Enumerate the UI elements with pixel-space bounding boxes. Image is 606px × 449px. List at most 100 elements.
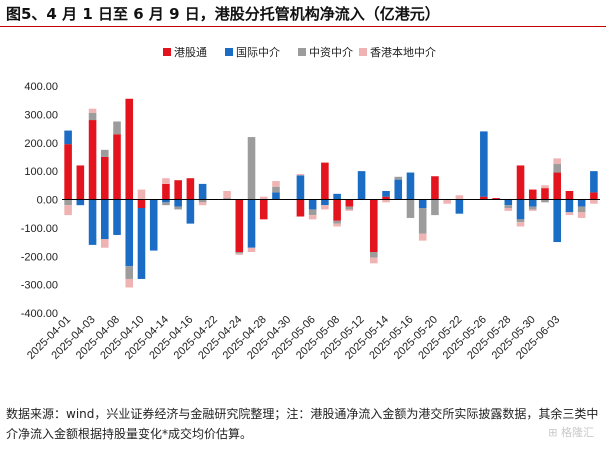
bar-1-20 — [297, 200, 305, 217]
y-tick-label: -200.00 — [21, 251, 58, 263]
bar-1-24 — [346, 200, 354, 207]
bar-4-43 — [578, 212, 586, 218]
watermark-logo: ⊞ 格隆汇 — [548, 424, 594, 440]
bar-4-44 — [590, 200, 598, 204]
legend-label-3: 中资中介 — [309, 46, 353, 59]
bar-4-39 — [529, 209, 537, 210]
bar-1-3 — [89, 120, 97, 199]
bar-1-2 — [77, 165, 85, 199]
bar-2-44 — [590, 171, 598, 192]
bar-1-22 — [321, 163, 329, 200]
bar-1-38 — [517, 165, 525, 199]
bar-2-33 — [456, 200, 464, 214]
bar-2-43 — [578, 200, 586, 207]
bar-4-9 — [162, 178, 170, 184]
legend: 港股通 国际中介 中资中介 香港本地中介 — [163, 45, 436, 59]
bar-1-9 — [162, 184, 170, 200]
bar-2-38 — [517, 200, 525, 220]
bar-1-1 — [64, 144, 72, 199]
bar-3-24 — [346, 207, 354, 210]
bar-4-33 — [456, 195, 464, 199]
footnote: 数据来源：wind，兴业证券经济与金融研究院整理；注：港股通净流入金额为港交所实… — [6, 404, 600, 444]
bar-2-10 — [174, 200, 182, 207]
bar-4-20 — [297, 174, 305, 175]
y-tick-label: 100.00 — [24, 166, 58, 178]
bar-2-5 — [113, 200, 121, 235]
y-tick-label: -300.00 — [21, 280, 58, 292]
bar-1-42 — [566, 191, 574, 200]
bar-3-43 — [578, 207, 586, 213]
bar-2-25 — [358, 171, 366, 199]
bar-3-38 — [517, 219, 525, 222]
bar-2-28 — [394, 180, 402, 200]
chart-title: 图5、4 月 1 日至 6 月 9 日，港股分托管机构净流入（亿港元） — [6, 3, 600, 24]
bar-2-39 — [529, 200, 537, 207]
bar-1-6 — [125, 99, 133, 200]
bar-3-30 — [419, 208, 427, 234]
bar-1-41 — [553, 173, 561, 200]
bar-3-9 — [162, 202, 170, 205]
bar-4-41 — [553, 158, 561, 164]
bar-2-16 — [248, 200, 256, 248]
bar-2-30 — [419, 200, 427, 209]
y-tick-label: -400.00 — [21, 308, 58, 320]
bar-1-44 — [590, 192, 598, 199]
bar-3-18 — [272, 187, 280, 193]
bar-4-16 — [248, 248, 256, 252]
bar-2-4 — [101, 200, 109, 240]
bar-2-8 — [150, 200, 158, 251]
legend-swatch-1 — [163, 48, 171, 56]
bar-2-22 — [321, 200, 329, 206]
bar-4-24 — [346, 209, 354, 210]
bar-1-7 — [138, 200, 146, 209]
bar-4-22 — [321, 205, 329, 209]
bar-1-4 — [101, 157, 109, 200]
y-tick-label: 400.00 — [24, 81, 58, 93]
bar-3-41 — [553, 164, 561, 173]
bar-2-37 — [505, 200, 513, 206]
bar-2-41 — [553, 200, 561, 243]
bar-4-32 — [443, 200, 451, 204]
watermark-text: 格隆汇 — [561, 426, 594, 439]
bar-3-6 — [125, 266, 133, 279]
bar-1-40 — [541, 188, 549, 199]
bar-1-10 — [174, 180, 182, 199]
bar-3-31 — [431, 200, 439, 216]
bar-2-23 — [333, 194, 341, 200]
bar-2-3 — [89, 200, 97, 245]
bar-3-23 — [333, 221, 341, 224]
title-rule — [0, 26, 606, 27]
bar-2-42 — [566, 200, 574, 213]
bar-4-18 — [272, 181, 280, 187]
bar-2-20 — [297, 175, 305, 199]
bar-3-4 — [101, 150, 109, 157]
bar-4-26 — [370, 258, 378, 264]
bar-1-39 — [529, 190, 537, 200]
bar-4-12 — [199, 202, 207, 205]
x-axis: 2025-04-012025-04-032025-04-082025-04-10… — [25, 200, 600, 362]
bar-4-42 — [566, 212, 574, 215]
legend-swatch-4 — [359, 48, 367, 56]
bar-3-29 — [407, 200, 415, 218]
bar-4-40 — [541, 185, 549, 188]
legend-label-4: 香港本地中介 — [370, 45, 436, 59]
bar-3-3 — [89, 113, 97, 120]
bar-4-7 — [138, 190, 146, 200]
bar-1-5 — [113, 134, 121, 199]
bar-2-1 — [64, 131, 72, 145]
bar-3-10 — [174, 207, 182, 210]
bar-3-21 — [309, 209, 317, 215]
y-tick-label: 0.00 — [37, 195, 58, 207]
bar-1-26 — [370, 200, 378, 252]
bar-3-37 — [505, 205, 513, 208]
bar-2-11 — [187, 200, 195, 224]
bar-4-23 — [333, 224, 341, 227]
legend-label-1: 港股通 — [174, 46, 207, 59]
bar-2-29 — [407, 173, 415, 200]
bar-1-11 — [187, 178, 195, 199]
legend-swatch-2 — [225, 48, 233, 56]
legend-swatch-3 — [298, 48, 306, 56]
bar-1-23 — [333, 200, 341, 221]
bar-3-26 — [370, 252, 378, 258]
legend-label-2: 国际中介 — [236, 46, 280, 59]
